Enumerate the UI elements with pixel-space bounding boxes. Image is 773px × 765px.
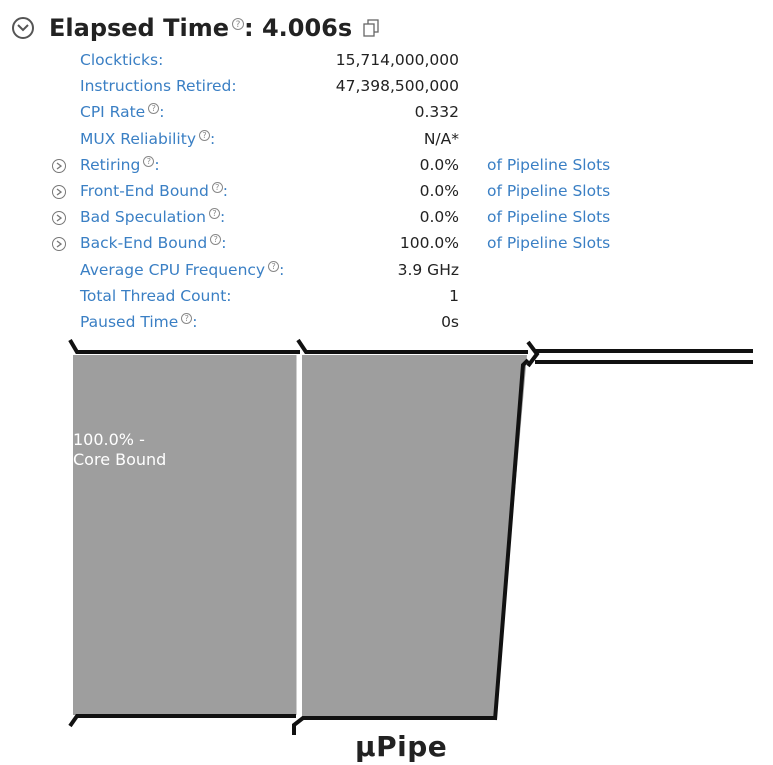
- collapse-section-button[interactable]: [12, 17, 34, 39]
- metric-unit: of Pipeline Slots: [487, 181, 611, 200]
- elapsed-time-label: Elapsed Time: [49, 14, 229, 42]
- metric-value: 1: [449, 286, 459, 305]
- metric-row: Bad Speculation?: 0.0% of Pipeline Slots: [52, 205, 672, 231]
- metric-label[interactable]: Back-End Bound?:: [80, 234, 227, 253]
- metric-value: 0.0%: [419, 155, 459, 174]
- metric-row: Retiring?: 0.0% of Pipeline Slots: [52, 153, 672, 179]
- metric-row: CPI Rate?: 0.332: [52, 100, 672, 126]
- metric-row: Back-End Bound?: 100.0% of Pipeline Slots: [52, 231, 672, 257]
- funnel-edge: [493, 358, 530, 721]
- metric-value: 100.0%: [399, 234, 459, 253]
- metric-label-text: Clockticks: [80, 51, 159, 69]
- metric-unit: of Pipeline Slots: [487, 234, 611, 253]
- metric-unit: of Pipeline Slots: [487, 155, 611, 174]
- metric-label[interactable]: Average CPU Frequency?:: [80, 260, 285, 279]
- metric-label-text: MUX Reliability: [80, 129, 196, 148]
- copy-glyph: [363, 19, 379, 37]
- expand-row-icon[interactable]: [52, 211, 66, 226]
- pipe-bottom-edge-2: [292, 716, 495, 735]
- metric-row: Paused Time?: 0s: [52, 310, 672, 336]
- elapsed-time-title: Elapsed Time?: 4.006s: [49, 14, 353, 42]
- pipe-bottom-edge-1: [68, 714, 296, 728]
- expand-row-icon[interactable]: [52, 158, 66, 173]
- metric-label-text: Average CPU Frequency: [80, 260, 266, 279]
- help-icon[interactable]: ?: [143, 155, 155, 167]
- core-bound-text: Core Bound: [73, 450, 167, 469]
- metric-label-text: Back-End Bound: [80, 234, 208, 253]
- help-icon[interactable]: ?: [208, 208, 220, 220]
- elapsed-time-value: 4.006s: [261, 14, 353, 42]
- metric-label-text: Instructions Retired: [80, 77, 232, 96]
- metric-label[interactable]: Bad Speculation?:: [80, 208, 226, 227]
- metric-label-text: Bad Speculation: [80, 208, 206, 227]
- metric-label[interactable]: Clockticks:: [80, 51, 164, 69]
- micropipe-diagram: [68, 338, 753, 735]
- metric-value: 0.332: [414, 103, 459, 122]
- metric-value: 0s: [441, 312, 459, 331]
- chevron-down-icon: [17, 24, 29, 32]
- metric-label-text: Paused Time: [80, 313, 179, 332]
- copy-icon[interactable]: [362, 18, 382, 38]
- metric-label-text: Front-End Bound: [80, 182, 209, 201]
- section-header: Elapsed Time?: 4.006s: [12, 10, 382, 46]
- metric-row: Instructions Retired: 47,398,500,000: [52, 74, 672, 100]
- metric-label[interactable]: Front-End Bound?:: [80, 181, 229, 201]
- metric-row: Total Thread Count: 1: [52, 284, 672, 310]
- help-icon[interactable]: ?: [268, 260, 280, 272]
- metric-label[interactable]: Total Thread Count:: [80, 286, 232, 305]
- metric-row: MUX Reliability?: N/A*: [52, 127, 672, 153]
- metric-label[interactable]: MUX Reliability?:: [80, 129, 216, 148]
- metrics-list: Clockticks: 15,714,000,000 Instructions Re…: [52, 48, 672, 336]
- micropipe-title: µPipe: [355, 730, 448, 763]
- metric-row: Average CPU Frequency?: 3.9 GHz: [52, 258, 672, 284]
- pipe-top-edge-2: [296, 338, 528, 354]
- metric-value: 0.0%: [419, 181, 459, 200]
- expand-row-icon[interactable]: [52, 237, 66, 252]
- pipe-top-edge-1: [68, 338, 300, 354]
- help-icon[interactable]: ?: [231, 18, 244, 30]
- back-end-bound-segment: [73, 355, 297, 715]
- metric-value: N/A*: [423, 129, 459, 148]
- metric-unit: of Pipeline Slots: [487, 208, 611, 227]
- pipe-top-arrow: [526, 340, 540, 368]
- metric-label-text: CPI Rate: [80, 103, 146, 122]
- metric-value: 15,714,000,000: [335, 51, 459, 69]
- metric-label[interactable]: CPI Rate?:: [80, 103, 165, 122]
- metric-value: 47,398,500,000: [335, 77, 459, 96]
- metric-label-text: Retiring: [80, 155, 141, 174]
- help-icon[interactable]: ?: [148, 103, 160, 115]
- metric-row: Clockticks: 15,714,000,000: [52, 48, 672, 74]
- metric-label[interactable]: Instructions Retired:: [80, 77, 237, 96]
- help-icon[interactable]: ?: [181, 312, 193, 324]
- core-bound-label[interactable]: 100.0% - Core Bound: [73, 430, 166, 470]
- metric-value: 0.0%: [419, 208, 459, 227]
- help-icon[interactable]: ?: [210, 234, 222, 246]
- help-icon[interactable]: ?: [211, 181, 223, 193]
- metric-value: 3.9 GHz: [397, 260, 459, 279]
- retiring-funnel-segment: [302, 355, 527, 717]
- metric-row: Front-End Bound?: 0.0% of Pipeline Slots: [52, 179, 672, 205]
- help-icon[interactable]: ?: [199, 129, 210, 141]
- metric-label[interactable]: Retiring?:: [80, 155, 160, 174]
- expand-row-icon[interactable]: [52, 184, 66, 199]
- metric-label[interactable]: Paused Time?:: [80, 312, 198, 332]
- core-bound-percent: 100.0% -: [73, 430, 145, 449]
- metric-label-text: Total Thread Count: [80, 286, 227, 305]
